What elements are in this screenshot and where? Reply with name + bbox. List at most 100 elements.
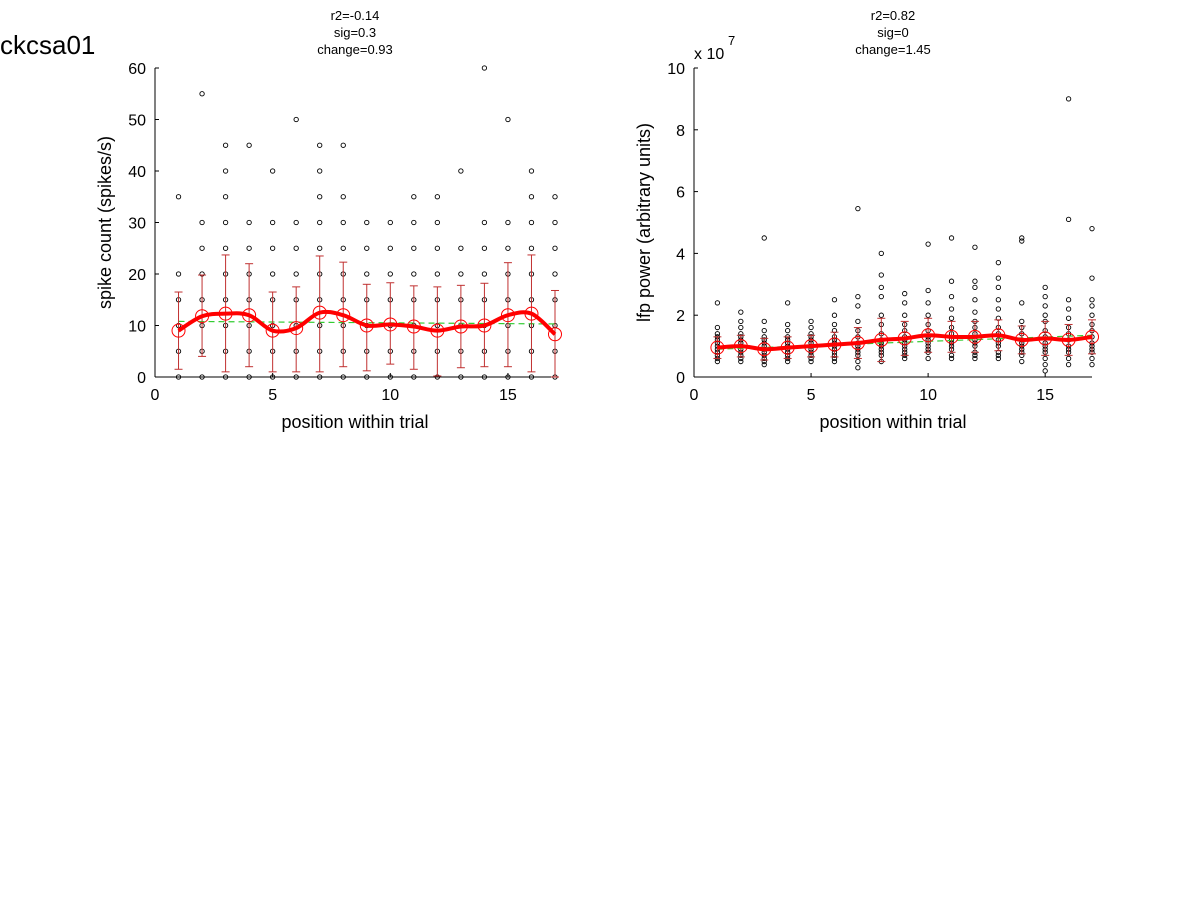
mean-marker	[710, 340, 725, 355]
data-point	[855, 303, 861, 309]
data-point	[387, 374, 393, 380]
data-point	[761, 361, 767, 368]
y-tick-label: 20	[128, 267, 146, 284]
data-point	[1042, 368, 1048, 374]
data-point	[902, 312, 908, 318]
data-point	[552, 194, 558, 200]
data-point	[317, 168, 323, 174]
data-point	[948, 306, 955, 312]
data-point	[831, 321, 838, 328]
data-point	[222, 245, 229, 251]
data-point	[246, 245, 252, 251]
data-point	[902, 290, 908, 297]
data-point	[340, 245, 346, 251]
x-tick-label: 10	[919, 387, 937, 404]
data-point	[222, 374, 229, 380]
y-axis-label: lfp power (arbitrary units)	[634, 123, 654, 322]
data-point	[738, 324, 744, 331]
data-point	[1065, 355, 1072, 362]
data-point	[1065, 361, 1072, 368]
data-point	[855, 358, 861, 365]
data-point	[481, 219, 488, 226]
data-point	[1019, 238, 1025, 244]
x-tick-label: 15	[499, 387, 517, 404]
data-point	[948, 355, 955, 362]
mean-marker	[430, 323, 445, 338]
data-point	[246, 142, 252, 148]
y-exponent-power: 7	[728, 33, 735, 48]
data-point	[878, 272, 884, 278]
data-point	[948, 315, 955, 321]
mean-marker	[827, 337, 842, 352]
data-point	[364, 374, 370, 380]
mean-marker	[195, 309, 210, 324]
data-point	[855, 318, 861, 325]
x-tick-label: 5	[807, 387, 816, 404]
data-point	[458, 271, 464, 277]
x-tick-label: 0	[690, 387, 699, 404]
data-point	[831, 297, 838, 303]
page-title: ckcsa01	[0, 30, 96, 60]
data-point	[925, 355, 931, 362]
data-point	[1089, 275, 1095, 281]
data-point	[784, 321, 791, 328]
data-point	[317, 194, 323, 200]
mean-marker	[289, 321, 304, 336]
data-point	[505, 219, 511, 226]
mean-marker	[897, 331, 912, 346]
data-point	[714, 331, 721, 337]
data-point	[738, 309, 744, 315]
mean-marker	[336, 308, 351, 323]
data-point	[714, 300, 721, 306]
mean-marker	[804, 339, 819, 354]
mean-marker	[1014, 332, 1029, 347]
data-point	[293, 116, 299, 123]
data-point	[434, 271, 441, 277]
data-point	[481, 271, 488, 277]
mean-marker	[850, 336, 865, 351]
data-point	[995, 284, 1002, 291]
y-tick-label: 8	[676, 123, 685, 140]
data-point	[364, 219, 370, 226]
data-point	[761, 235, 767, 241]
data-point	[552, 245, 558, 251]
stat-annotation: sig=0.3	[334, 25, 376, 40]
data-point	[505, 245, 511, 251]
data-point	[387, 271, 393, 277]
data-point	[972, 244, 978, 250]
data-point	[528, 219, 535, 226]
data-point	[528, 168, 535, 174]
stat-annotation: r2=0.82	[871, 8, 915, 23]
data-point	[995, 297, 1002, 303]
stat-annotation: sig=0	[877, 25, 908, 40]
data-point	[855, 205, 861, 212]
y-axis-label: spike count (spikes/s)	[95, 136, 115, 309]
data-point	[738, 318, 744, 325]
mean-marker	[1061, 332, 1076, 347]
data-point	[293, 374, 299, 380]
data-point	[411, 194, 417, 200]
data-point	[831, 358, 838, 365]
data-point	[222, 219, 229, 226]
data-point	[1042, 284, 1048, 291]
data-point	[878, 312, 884, 318]
left-chart: r2=-0.14 sig=0.3 change=0.93 0 5 10 15 0 10 20 30 4…	[95, 8, 562, 432]
data-point	[199, 374, 205, 380]
x-axis-label: position within trial	[281, 412, 428, 432]
data-point	[552, 219, 558, 226]
data-point	[434, 245, 441, 251]
data-point	[972, 355, 978, 362]
data-point	[1042, 303, 1048, 309]
data-point	[340, 374, 346, 380]
data-point	[972, 309, 978, 315]
data-point	[855, 365, 861, 371]
data-point	[269, 245, 276, 251]
data-point	[411, 219, 417, 226]
data-point	[1089, 297, 1095, 303]
data-point	[222, 168, 229, 174]
data-point	[784, 327, 791, 334]
data-point	[1089, 355, 1095, 362]
data-point	[878, 284, 884, 291]
right-chart: r2=0.82 sig=0 change=1.45 0 5 10 15 0 2 4 6 8 10 posi…	[634, 8, 1099, 432]
data-point	[317, 219, 323, 226]
